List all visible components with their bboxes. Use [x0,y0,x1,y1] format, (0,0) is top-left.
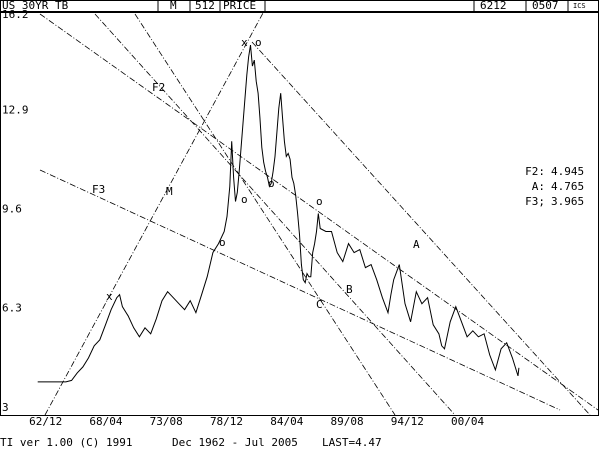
x-tick-label: 78/12 [210,415,243,428]
footer-range: Dec 1962 - Jul 2005 [172,436,298,449]
price-line [37,45,520,383]
annotation: A [413,238,420,251]
annotation: M [166,185,173,198]
annotation: B [346,283,353,296]
header-logo: ICS [573,2,586,10]
point-marker: o [219,236,226,249]
trend-line [94,13,456,416]
annotation: F2 [152,81,165,94]
footer-version: TI ver 1.00 (C) 1991 [0,436,132,449]
x-tick-label: 94/12 [391,415,424,428]
y-tick-label: 16.2 [2,8,29,21]
level-value: 4.945 [551,165,584,178]
point-marker: o [241,193,248,206]
x-tick-label: 84/04 [270,415,303,428]
point-marker: x [106,290,113,303]
footer-last: LAST=4.47 [322,436,382,449]
point-marker: o [316,195,323,208]
level-value: 4.765 [551,180,584,193]
annotation: C [316,298,323,311]
y-tick-label: 6.3 [2,302,22,315]
plot-frame [0,12,599,416]
y-tick-label: 12.9 [2,103,29,116]
y-tick-label: 3 [2,401,9,414]
level-label: F3; [525,195,545,208]
x-tick-label: 00/04 [451,415,484,428]
trend-line [251,41,591,416]
x-tick-label: 89/08 [330,415,363,428]
level-value: 3.965 [551,195,584,208]
annotation: F3 [92,183,105,196]
trend-line [44,12,264,416]
header-end: 0507 [532,0,559,12]
trend-line [39,169,561,411]
trend-line [39,13,599,411]
trend-line [134,13,396,416]
level-label: A: [532,180,545,193]
header-period: M [170,0,177,12]
x-tick-label: 68/04 [89,415,122,428]
level-label: F2: [525,165,545,178]
header-bar [0,0,599,12]
x-tick-label: 73/08 [150,415,183,428]
point-marker: o [255,36,262,49]
x-tick-label: 62/12 [29,415,62,428]
header-count: 512 [195,0,215,12]
header-field: PRICE [223,0,256,12]
point-marker: x [241,36,248,49]
y-tick-label: 9.6 [2,203,22,216]
header-start: 6212 [480,0,507,12]
trend-lines [39,12,599,416]
header-symbol: US 30YR TB [2,0,69,12]
